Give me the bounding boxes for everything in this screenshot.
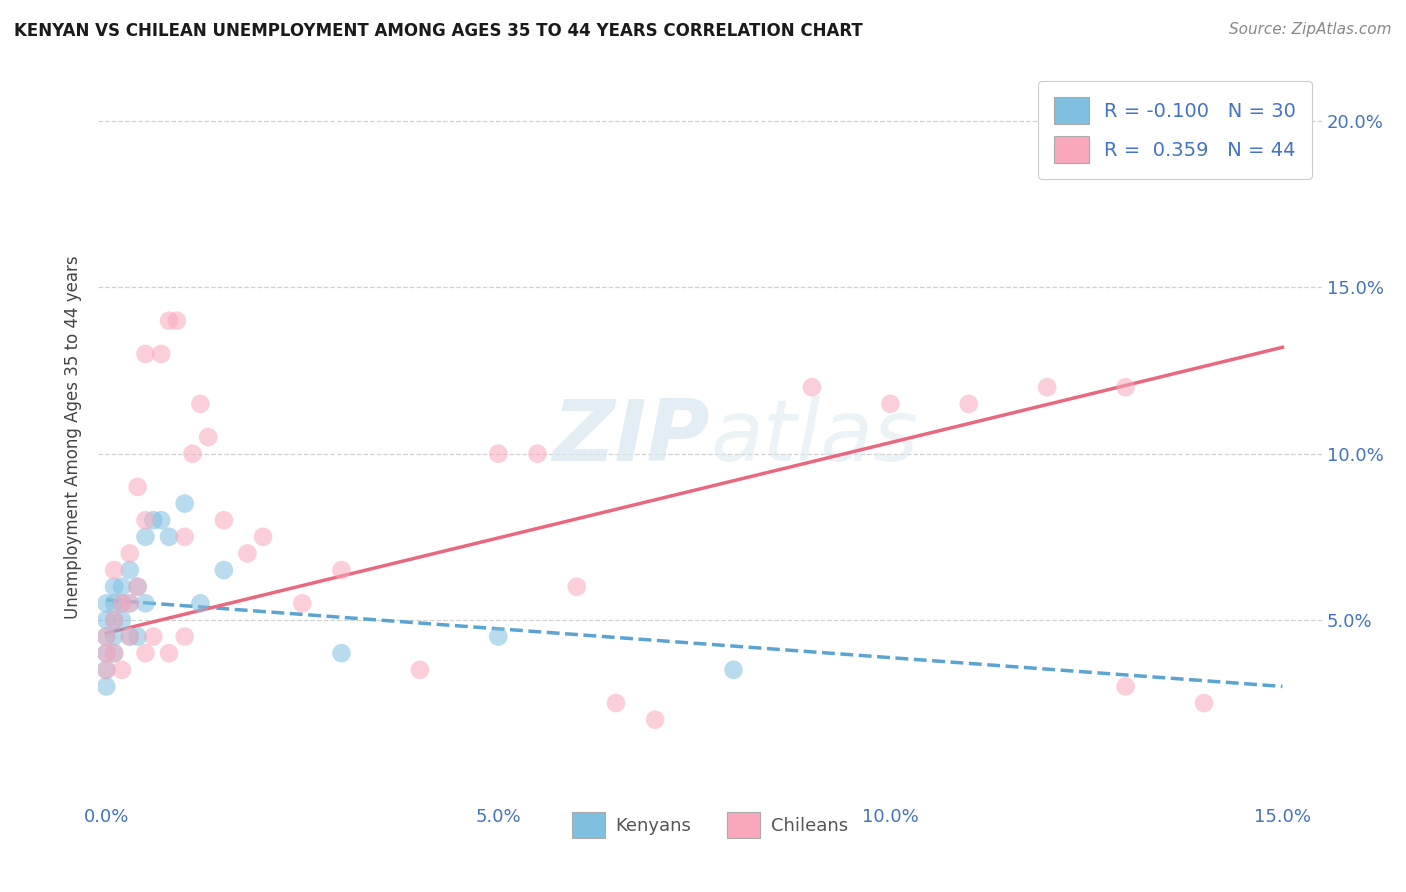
Point — [127, 480, 149, 494]
Point — [181, 447, 204, 461]
Point — [96, 630, 118, 644]
Point — [96, 646, 118, 660]
Point — [134, 347, 156, 361]
Point — [173, 630, 195, 644]
Point — [526, 447, 548, 461]
Text: atlas: atlas — [710, 395, 918, 479]
Point — [118, 630, 141, 644]
Point — [118, 546, 141, 560]
Point — [134, 596, 156, 610]
Point — [142, 630, 165, 644]
Point — [111, 580, 134, 594]
Point — [134, 646, 156, 660]
Point — [96, 663, 118, 677]
Point — [103, 630, 125, 644]
Point — [252, 530, 274, 544]
Text: Source: ZipAtlas.com: Source: ZipAtlas.com — [1229, 22, 1392, 37]
Point — [103, 563, 125, 577]
Point — [197, 430, 219, 444]
Point — [1036, 380, 1059, 394]
Point — [605, 696, 627, 710]
Point — [127, 580, 149, 594]
Point — [111, 596, 134, 610]
Point — [801, 380, 824, 394]
Point — [1115, 380, 1137, 394]
Point — [173, 497, 195, 511]
Point — [188, 397, 212, 411]
Point — [103, 646, 125, 660]
Point — [96, 663, 118, 677]
Point — [111, 613, 134, 627]
Point — [486, 447, 509, 461]
Point — [409, 663, 432, 677]
Point — [723, 663, 745, 677]
Point — [103, 580, 125, 594]
Point — [103, 613, 125, 627]
Point — [118, 596, 141, 610]
Point — [96, 680, 118, 694]
Point — [118, 596, 141, 610]
Point — [150, 347, 173, 361]
Point — [236, 546, 259, 560]
Point — [111, 663, 134, 677]
Text: KENYAN VS CHILEAN UNEMPLOYMENT AMONG AGES 35 TO 44 YEARS CORRELATION CHART: KENYAN VS CHILEAN UNEMPLOYMENT AMONG AGE… — [14, 22, 863, 40]
Point — [103, 596, 125, 610]
Point — [142, 513, 165, 527]
Point — [96, 596, 118, 610]
Point — [157, 530, 180, 544]
Point — [173, 530, 195, 544]
Point — [134, 530, 156, 544]
Point — [157, 646, 180, 660]
Legend: Kenyans, Chileans: Kenyans, Chileans — [565, 805, 855, 845]
Point — [1192, 696, 1215, 710]
Text: ZIP: ZIP — [553, 395, 710, 479]
Point — [565, 580, 588, 594]
Point — [291, 596, 314, 610]
Point — [1115, 680, 1137, 694]
Point — [127, 580, 149, 594]
Point — [96, 630, 118, 644]
Point — [157, 314, 180, 328]
Point — [644, 713, 666, 727]
Point — [957, 397, 980, 411]
Point — [96, 646, 118, 660]
Point — [111, 596, 134, 610]
Point — [96, 613, 118, 627]
Point — [150, 513, 173, 527]
Point — [486, 630, 509, 644]
Point — [330, 646, 353, 660]
Point — [212, 563, 235, 577]
Point — [879, 397, 901, 411]
Point — [188, 596, 212, 610]
Point — [212, 513, 235, 527]
Point — [118, 563, 141, 577]
Point — [166, 314, 188, 328]
Point — [330, 563, 353, 577]
Y-axis label: Unemployment Among Ages 35 to 44 years: Unemployment Among Ages 35 to 44 years — [63, 255, 82, 619]
Point — [134, 513, 156, 527]
Point — [103, 646, 125, 660]
Point — [118, 630, 141, 644]
Point — [127, 630, 149, 644]
Point — [103, 613, 125, 627]
